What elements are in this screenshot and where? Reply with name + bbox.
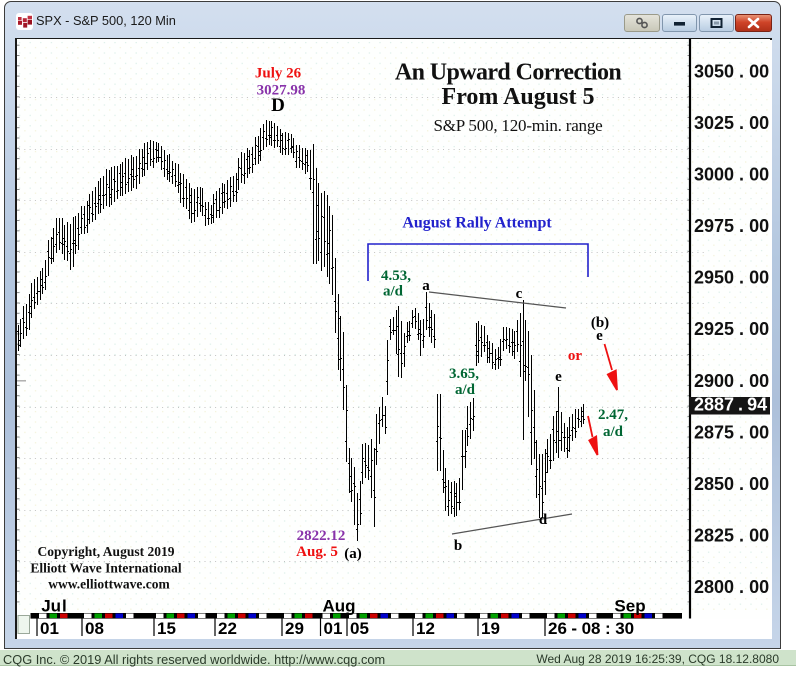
- svg-text:2850.00: 2850. 00: [694, 474, 769, 494]
- svg-text:From August 5: From August 5: [442, 84, 595, 110]
- svg-text:(b): (b): [591, 315, 609, 331]
- svg-text:Copyright, August 2019: Copyright, August 2019: [38, 544, 175, 559]
- svg-text:S&P 500, 120-min. range: S&P 500, 120-min. range: [433, 116, 602, 135]
- svg-text:2950.00: 2950. 00: [694, 268, 769, 288]
- svg-text:3000.00: 3000. 00: [694, 165, 769, 185]
- svg-text:Sep: Sep: [614, 597, 645, 616]
- svg-text:d: d: [539, 512, 548, 528]
- svg-text:July 26: July 26: [255, 66, 302, 82]
- svg-text:2.47,: 2.47,: [598, 407, 628, 423]
- svg-text:a/d: a/d: [603, 424, 624, 440]
- svg-text:12: 12: [416, 619, 435, 636]
- svg-text:Jul: Jul: [41, 597, 67, 616]
- svg-text:a/d: a/d: [383, 284, 404, 300]
- svg-text:2887.94: 2887. 94: [694, 395, 767, 415]
- svg-text:b: b: [454, 538, 462, 554]
- svg-text:08: 08: [85, 619, 104, 636]
- svg-text:www.elliottwave.com: www.elliottwave.com: [48, 577, 170, 592]
- svg-text:An Upward Correction: An Upward Correction: [395, 60, 621, 86]
- svg-text:or: or: [568, 348, 583, 364]
- svg-text:3025.00: 3025. 00: [694, 113, 769, 133]
- svg-text:e: e: [596, 328, 603, 344]
- svg-text:01: 01: [324, 619, 343, 636]
- svg-text:Aug: Aug: [322, 597, 355, 616]
- svg-text:15: 15: [157, 619, 176, 636]
- svg-text:2900.00: 2900. 00: [694, 371, 769, 391]
- svg-text:29: 29: [285, 619, 304, 636]
- svg-text:D: D: [271, 95, 285, 116]
- svg-text:2925.00: 2925. 00: [694, 319, 769, 339]
- svg-text:19: 19: [481, 619, 500, 636]
- svg-text:(a): (a): [344, 546, 362, 562]
- svg-text:c: c: [516, 286, 523, 302]
- svg-text:3027.98: 3027.98: [257, 83, 306, 99]
- svg-text:22: 22: [218, 619, 237, 636]
- svg-text:August Rally Attempt: August Rally Attempt: [402, 215, 552, 232]
- svg-text:2800.00: 2800. 00: [694, 577, 769, 597]
- svg-text:2875.00: 2875. 00: [694, 422, 769, 442]
- svg-text:a: a: [422, 278, 430, 294]
- svg-text:a/d: a/d: [455, 382, 476, 398]
- svg-text:Aug. 5: Aug. 5: [296, 544, 338, 560]
- svg-text:01: 01: [40, 619, 59, 636]
- svg-text:4.53,: 4.53,: [381, 268, 411, 284]
- svg-text:2825.00: 2825. 00: [694, 526, 769, 546]
- svg-text:26-08:30: 26-08:30: [548, 619, 634, 636]
- svg-text:2975.00: 2975. 00: [694, 216, 769, 236]
- svg-text:05: 05: [350, 619, 369, 636]
- svg-text:e: e: [555, 369, 562, 385]
- svg-text:3.65,: 3.65,: [449, 366, 479, 382]
- svg-text:2822.12: 2822.12: [297, 528, 346, 544]
- svg-text:3050.00: 3050. 00: [694, 62, 769, 82]
- svg-text:Elliott Wave International: Elliott Wave International: [30, 561, 182, 576]
